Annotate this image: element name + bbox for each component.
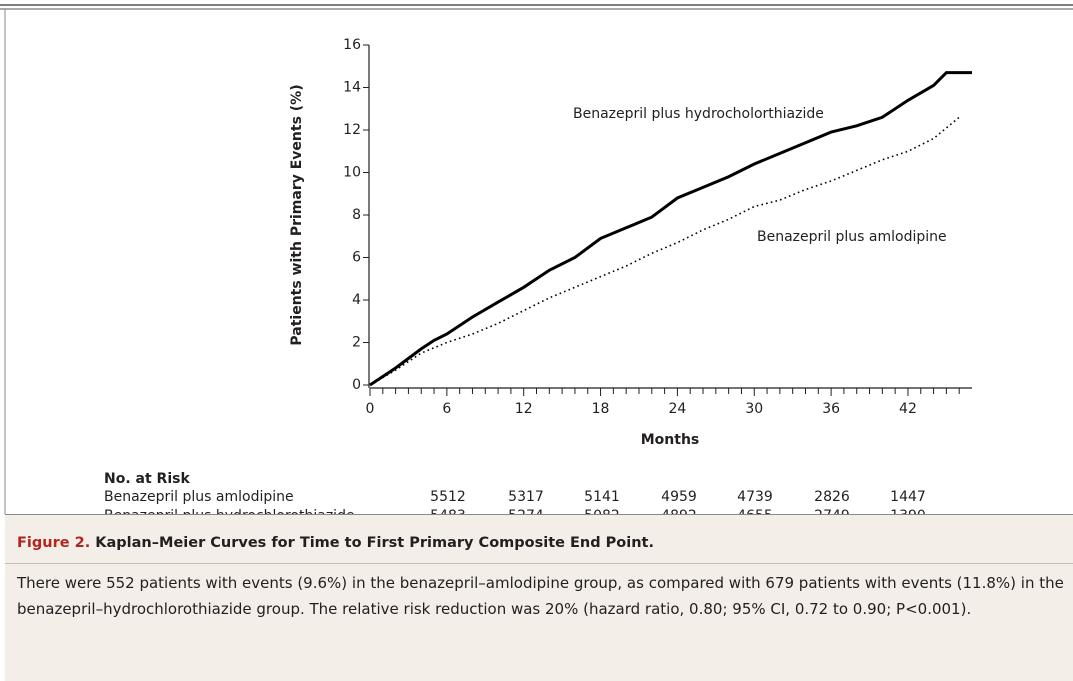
risk-title: No. at Risk xyxy=(104,471,190,487)
figure-label: Figure 2. xyxy=(17,535,91,551)
risk-value: 1390 xyxy=(890,508,926,514)
y-tick-label: 12 xyxy=(343,122,361,138)
caption-heading: Figure 2. Kaplan–Meier Curves for Time t… xyxy=(17,535,654,551)
caption-text: There were 552 patients with events (9.6… xyxy=(17,574,1064,618)
caption: Figure 2. Kaplan–Meier Curves for Time t… xyxy=(5,514,1073,681)
y-tick-label: 10 xyxy=(343,165,361,181)
risk-row-label: Benazepril plus amlodipine xyxy=(104,489,294,505)
x-tick-label: 30 xyxy=(745,401,763,417)
y-tick-label: 4 xyxy=(352,292,361,308)
x-tick-label: 18 xyxy=(592,401,610,417)
risk-value: 5512 xyxy=(430,489,466,505)
y-tick-label: 8 xyxy=(352,207,361,223)
risk-value: 1447 xyxy=(890,489,926,505)
y-tick-label: 14 xyxy=(343,80,361,96)
x-axis-label: Months xyxy=(641,432,700,448)
risk-value: 5317 xyxy=(508,489,544,505)
caption-rule xyxy=(5,563,1073,564)
y-tick-label: 6 xyxy=(352,250,361,266)
y-tick-label: 2 xyxy=(352,335,361,351)
x-tick-label: 36 xyxy=(822,401,840,417)
caption-title: Kaplan–Meier Curves for Time to First Pr… xyxy=(95,535,654,551)
km-curve xyxy=(369,71,972,387)
x-tick-label: 6 xyxy=(442,401,451,417)
x-tick-label: 12 xyxy=(515,401,533,417)
x-tick-label: 0 xyxy=(366,401,375,417)
risk-value: 4959 xyxy=(661,489,697,505)
y-axis-label: Patients with Primary Events (%) xyxy=(289,84,305,345)
risk-value: 4739 xyxy=(737,489,773,505)
risk-value: 5141 xyxy=(584,489,620,505)
curve-label: Benazepril plus hydrocholorthiazide xyxy=(573,106,824,122)
risk-value: 2749 xyxy=(814,508,850,514)
km-curve xyxy=(369,116,960,386)
y-tick-label: 0 xyxy=(352,377,361,393)
risk-row-label: Benazepril plus hydrochlorothiazide xyxy=(104,508,355,514)
risk-value: 4655 xyxy=(737,508,773,514)
chart: Patients with Primary Events (%) Months … xyxy=(0,4,1073,514)
risk-value: 5082 xyxy=(584,508,620,514)
y-tick-label: 16 xyxy=(343,37,361,53)
x-tick-label: 24 xyxy=(668,401,686,417)
risk-value: 5483 xyxy=(430,508,466,514)
risk-value: 2826 xyxy=(814,489,850,505)
risk-value: 4892 xyxy=(661,508,697,514)
risk-value: 5274 xyxy=(508,508,544,514)
curve-label: Benazepril plus amlodipine xyxy=(757,229,947,245)
x-tick-label: 42 xyxy=(899,401,917,417)
